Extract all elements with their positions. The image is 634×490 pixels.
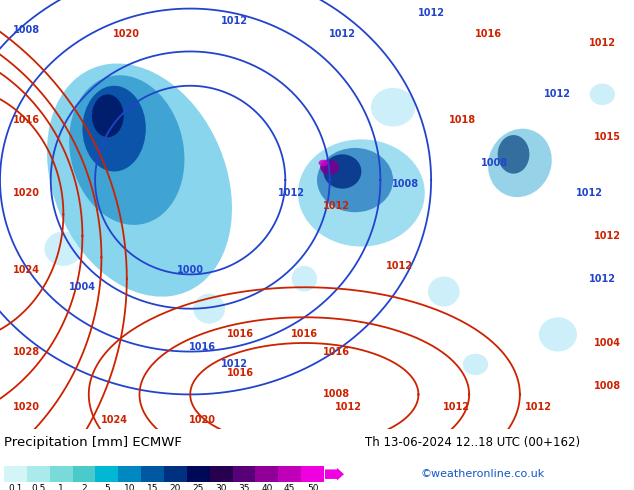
- Text: 1018: 1018: [450, 115, 476, 125]
- Text: 0.1: 0.1: [8, 484, 23, 490]
- Text: 1016: 1016: [13, 115, 40, 125]
- Text: 0.5: 0.5: [31, 484, 46, 490]
- Text: 1012: 1012: [545, 89, 571, 99]
- Text: 25: 25: [193, 484, 204, 490]
- Bar: [4, 466, 27, 482]
- Bar: [164, 466, 187, 482]
- Text: 1004: 1004: [594, 338, 621, 348]
- Text: 1015: 1015: [594, 132, 621, 142]
- Text: 1008: 1008: [481, 158, 508, 168]
- Text: 1016: 1016: [190, 343, 216, 352]
- Ellipse shape: [323, 154, 361, 189]
- Text: 1000: 1000: [177, 265, 204, 275]
- Text: 1012: 1012: [335, 402, 362, 412]
- Text: 1012: 1012: [589, 274, 616, 284]
- Ellipse shape: [320, 160, 339, 175]
- Text: 5: 5: [104, 484, 110, 490]
- Ellipse shape: [428, 276, 460, 307]
- Text: 1016: 1016: [323, 346, 349, 357]
- Bar: [96, 466, 119, 482]
- Bar: [278, 466, 301, 482]
- Bar: [141, 466, 164, 482]
- Text: 1028: 1028: [13, 346, 40, 357]
- Text: 1012: 1012: [576, 188, 603, 198]
- Text: 40: 40: [261, 484, 273, 490]
- Text: 20: 20: [170, 484, 181, 490]
- Text: 1004: 1004: [69, 282, 96, 292]
- Text: 1012: 1012: [329, 29, 356, 39]
- Text: 1012: 1012: [443, 402, 470, 412]
- Ellipse shape: [463, 354, 488, 375]
- Text: 45: 45: [284, 484, 295, 490]
- Text: 1012: 1012: [418, 8, 444, 18]
- Bar: [233, 466, 256, 482]
- Text: 1012: 1012: [386, 261, 413, 271]
- Text: 1016: 1016: [475, 29, 501, 39]
- Text: 1012: 1012: [323, 201, 349, 211]
- Text: ©weatheronline.co.uk: ©weatheronline.co.uk: [420, 469, 544, 479]
- Text: 1016: 1016: [291, 329, 318, 340]
- Ellipse shape: [590, 84, 615, 105]
- Bar: [49, 466, 72, 482]
- Text: 1012: 1012: [526, 402, 552, 412]
- Ellipse shape: [69, 75, 184, 225]
- Bar: [256, 466, 278, 482]
- Text: 15: 15: [147, 484, 158, 490]
- Text: 1008: 1008: [323, 390, 349, 399]
- Text: 1016: 1016: [228, 368, 254, 378]
- Ellipse shape: [47, 64, 232, 296]
- Text: 1020: 1020: [13, 402, 40, 412]
- Bar: [187, 466, 210, 482]
- Bar: [72, 466, 96, 482]
- Text: 1024: 1024: [13, 265, 40, 275]
- Text: 1012: 1012: [594, 231, 621, 241]
- Ellipse shape: [488, 129, 552, 197]
- Text: 1020: 1020: [13, 188, 40, 198]
- Text: 1012: 1012: [589, 38, 616, 48]
- Ellipse shape: [92, 95, 124, 137]
- Text: 1020: 1020: [113, 29, 140, 39]
- Text: 1012: 1012: [221, 360, 248, 369]
- Text: 35: 35: [238, 484, 250, 490]
- Ellipse shape: [317, 148, 393, 212]
- Ellipse shape: [318, 160, 328, 166]
- Text: 2: 2: [81, 484, 87, 490]
- Text: 1008: 1008: [13, 25, 40, 35]
- Bar: [210, 466, 233, 482]
- Bar: [27, 466, 49, 482]
- Text: 10: 10: [124, 484, 136, 490]
- Text: 1012: 1012: [278, 188, 305, 198]
- Text: 1: 1: [58, 484, 64, 490]
- Ellipse shape: [193, 294, 225, 324]
- Bar: [301, 466, 324, 482]
- Text: 1012: 1012: [221, 17, 248, 26]
- Ellipse shape: [371, 88, 415, 126]
- Ellipse shape: [44, 232, 82, 266]
- Text: 50: 50: [307, 484, 318, 490]
- Ellipse shape: [82, 86, 146, 172]
- Text: Precipitation [mm] ECMWF: Precipitation [mm] ECMWF: [4, 436, 182, 449]
- Text: Th 13-06-2024 12..18 UTC (00+162): Th 13-06-2024 12..18 UTC (00+162): [365, 436, 580, 449]
- Ellipse shape: [498, 135, 529, 173]
- Text: 1008: 1008: [594, 381, 621, 391]
- Text: 1008: 1008: [392, 179, 419, 189]
- Text: 1016: 1016: [228, 329, 254, 340]
- Text: 1020: 1020: [190, 415, 216, 425]
- Text: 1024: 1024: [101, 415, 127, 425]
- Ellipse shape: [298, 139, 425, 246]
- Ellipse shape: [539, 318, 577, 352]
- Ellipse shape: [292, 266, 317, 292]
- FancyArrow shape: [325, 468, 344, 481]
- Text: 30: 30: [216, 484, 227, 490]
- Bar: [119, 466, 141, 482]
